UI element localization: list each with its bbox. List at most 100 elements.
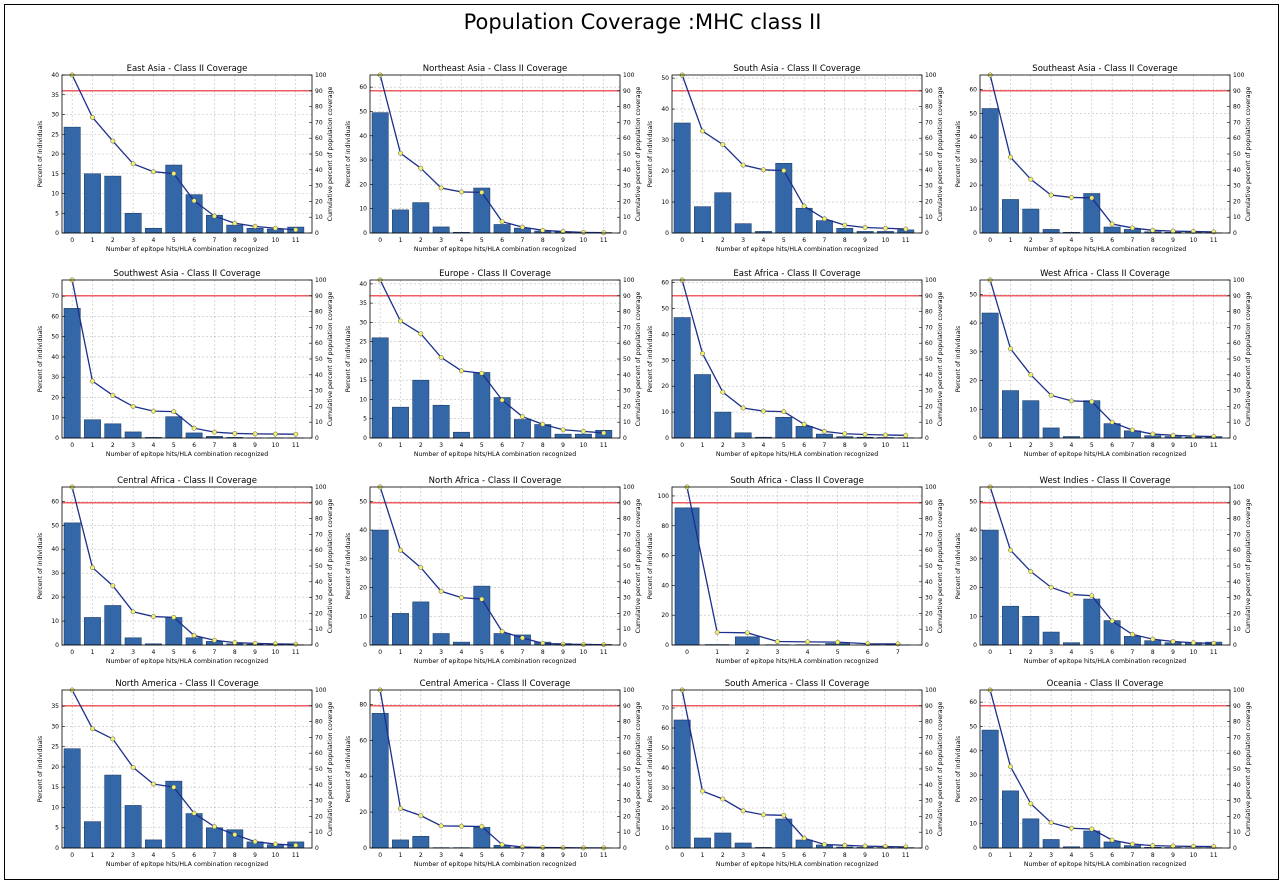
bar <box>795 839 813 849</box>
y2-tick-label: 0 <box>623 642 627 649</box>
y2-tick-label: 50 <box>623 563 631 570</box>
cumulative-point <box>821 842 827 847</box>
bar <box>473 827 491 849</box>
cumulative-point <box>1170 432 1176 438</box>
y-tick-label: 70 <box>51 293 59 300</box>
x-tick-label: 5 <box>1090 442 1094 449</box>
y2-tick-label: 30 <box>925 798 933 805</box>
cumulative-point <box>151 781 156 787</box>
y2-tick-label: 70 <box>623 119 631 126</box>
y2-tick-label: 80 <box>925 309 933 316</box>
x-tick-label: 1 <box>91 442 95 449</box>
cumulative-point <box>1129 841 1135 847</box>
bar <box>493 397 511 439</box>
y2-tick-label: 10 <box>315 829 323 836</box>
y2-tick-label: 100 <box>315 277 327 284</box>
y-tick-label: 15 <box>51 171 59 178</box>
x-tick-label: 11 <box>600 649 608 656</box>
y-tick-label: 40 <box>359 281 367 288</box>
y2-tick-label: 40 <box>315 579 323 586</box>
y2-tick-label: 90 <box>623 500 631 507</box>
plot-frame <box>61 279 313 439</box>
x-tick-label: 8 <box>541 442 545 449</box>
y-tick-label: 40 <box>51 546 59 553</box>
cumulative-point <box>714 629 720 635</box>
y2-tick-label: 30 <box>315 798 323 805</box>
x-tick-label: 1 <box>1009 649 1013 656</box>
cumulative-point <box>744 630 750 636</box>
panel-title: South Africa - Class II Coverage <box>730 476 864 486</box>
cumulative-point <box>438 185 444 191</box>
x-tick-label: 7 <box>213 442 217 449</box>
x-tick-label: 8 <box>541 852 545 859</box>
cumulative-point <box>1150 227 1156 233</box>
x-tick-label: 0 <box>70 237 74 244</box>
y2-tick-label: 40 <box>623 167 631 174</box>
y2-tick-label: 30 <box>1233 595 1241 602</box>
page-title: Population Coverage :MHC class II <box>463 10 822 34</box>
x-tick-label: 11 <box>600 442 608 449</box>
cumulative-point <box>1129 631 1135 637</box>
x-tick-label: 5 <box>1090 852 1094 859</box>
cumulative-point <box>272 225 278 231</box>
x-tick-label: 7 <box>896 649 900 656</box>
y2-tick-label: 60 <box>623 340 631 347</box>
x-tick-label: 1 <box>91 237 95 244</box>
x-tick-label: 3 <box>776 649 780 656</box>
cumulative-point <box>90 378 95 384</box>
chart-panel-10: 0 20 40 60 80 100 0 10 20 30 40 50 60 70 80 90 100 0 1 2 3 4 5… <box>647 476 944 665</box>
cumulative-point <box>211 429 217 435</box>
bar <box>694 837 711 849</box>
chart-panel-4: 0 10 20 30 40 50 60 70 0 10 20 30 40 50 60 70 80 90 100 0 1 2… <box>37 269 334 458</box>
y-tick-label: 15 <box>51 784 59 791</box>
y2-tick-label: 80 <box>1233 309 1241 316</box>
x-tick-label: 1 <box>399 852 403 859</box>
y2-tick-label: 60 <box>1233 547 1241 554</box>
y-axis-label: Percent of individuals <box>37 326 44 392</box>
x-tick-label: 0 <box>378 237 382 244</box>
x-tick-label: 1 <box>1009 852 1013 859</box>
y-tick-label: 60 <box>359 84 367 91</box>
cumulative-point <box>580 642 586 647</box>
x-tick-label: 2 <box>1029 649 1033 656</box>
y2-tick-label: 40 <box>315 782 323 789</box>
y-tick-label: 20 <box>51 151 59 158</box>
bar <box>124 431 142 439</box>
y-tick-label: 40 <box>51 354 59 361</box>
y-tick-label: 25 <box>51 131 59 138</box>
x-tick-label: 10 <box>882 442 890 449</box>
y2-tick-label: 70 <box>315 324 323 331</box>
x-tick-label: 10 <box>882 852 890 859</box>
bar <box>514 419 531 439</box>
panel-title: East Asia - Class II Coverage <box>127 64 248 74</box>
y2-tick-label: 70 <box>623 734 631 741</box>
x-tick-label: 2 <box>745 649 749 656</box>
y2-tick-label: 10 <box>925 419 933 426</box>
y-tick-label: 70 <box>661 705 669 712</box>
cumulative-line <box>379 486 604 646</box>
bar <box>1083 598 1101 646</box>
bar <box>1002 790 1019 849</box>
y2-tick-label: 20 <box>315 610 323 617</box>
panel-title: Central Africa - Class II Coverage <box>117 476 257 486</box>
y-tick-label: 20 <box>969 378 977 385</box>
y2-tick-label: 100 <box>925 687 937 694</box>
y-tick-label: 40 <box>661 106 669 113</box>
y2-tick-label: 20 <box>925 198 933 205</box>
x-tick-label: 5 <box>480 237 484 244</box>
x-tick-label: 4 <box>460 649 464 656</box>
y-tick-label: 0 <box>55 435 59 442</box>
y-tick-label: 10 <box>969 821 977 828</box>
y2-tick-label: 70 <box>925 324 933 331</box>
bar <box>493 633 511 646</box>
y-tick-label: 20 <box>51 394 59 401</box>
y2-tick-label: 90 <box>315 500 323 507</box>
y-tick-label: 50 <box>969 723 977 730</box>
y-tick-label: 10 <box>661 409 669 416</box>
y2-tick-label: 30 <box>925 388 933 395</box>
cumulative-point <box>1008 346 1013 352</box>
y2-tick-label: 100 <box>315 484 327 491</box>
x-tick-label: 10 <box>1190 442 1198 449</box>
y-tick-label: 0 <box>973 435 977 442</box>
bar <box>1022 818 1040 849</box>
